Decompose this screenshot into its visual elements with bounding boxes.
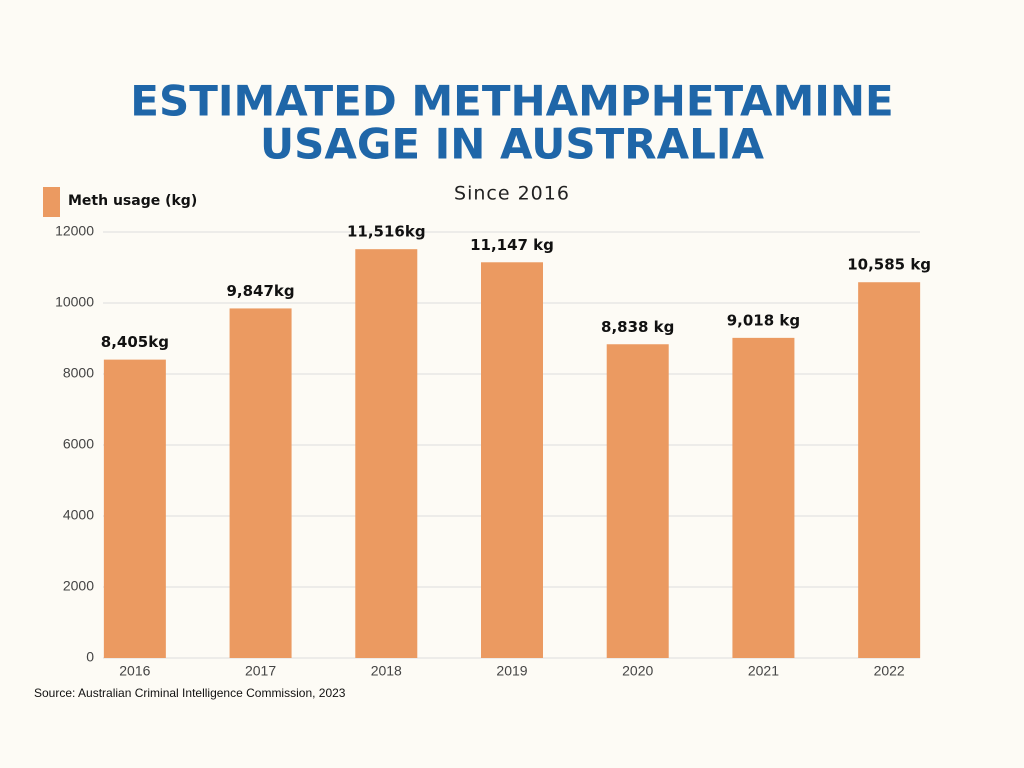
y-tick-label: 6000 [63,436,94,452]
source-note: Source: Australian Criminal Intelligence… [34,686,346,700]
y-tick-label: 8000 [63,365,94,381]
bar [858,282,921,658]
y-tick-label: 0 [86,649,94,665]
x-tick-label: 2021 [748,663,779,679]
value-label: 9,018 kg [727,311,800,329]
bar [606,344,669,658]
bar [481,262,543,658]
x-tick-label: 2022 [874,663,905,679]
chart-subtitle: Since 2016 [454,183,570,205]
y-tick-label: 2000 [63,578,94,594]
value-label: 11,147 kg [470,236,554,254]
x-tick-label: 2020 [622,663,653,679]
y-tick-label: 10000 [55,294,94,310]
value-label: 10,585 kg [847,256,931,274]
chart-title: USAGE IN AUSTRALIA [260,120,764,169]
chart-title: ESTIMATED METHAMPHETAMINE [130,77,893,126]
x-tick-label: 2017 [245,663,276,679]
x-tick-label: 2018 [371,663,402,679]
bar [229,308,292,658]
y-tick-label: 12000 [55,223,94,239]
bar [103,359,166,658]
value-label: 8,405kg [101,333,169,351]
value-label: 8,838 kg [601,318,674,336]
bar [732,337,795,658]
y-tick-label: 4000 [63,507,94,523]
x-tick-label: 2016 [119,663,150,679]
value-label: 11,516kg [347,223,426,241]
legend-label: Meth usage (kg) [68,193,197,209]
bar [355,249,418,658]
value-label: 9,847kg [226,282,294,300]
legend-swatch [43,187,60,217]
x-tick-label: 2019 [496,663,527,679]
